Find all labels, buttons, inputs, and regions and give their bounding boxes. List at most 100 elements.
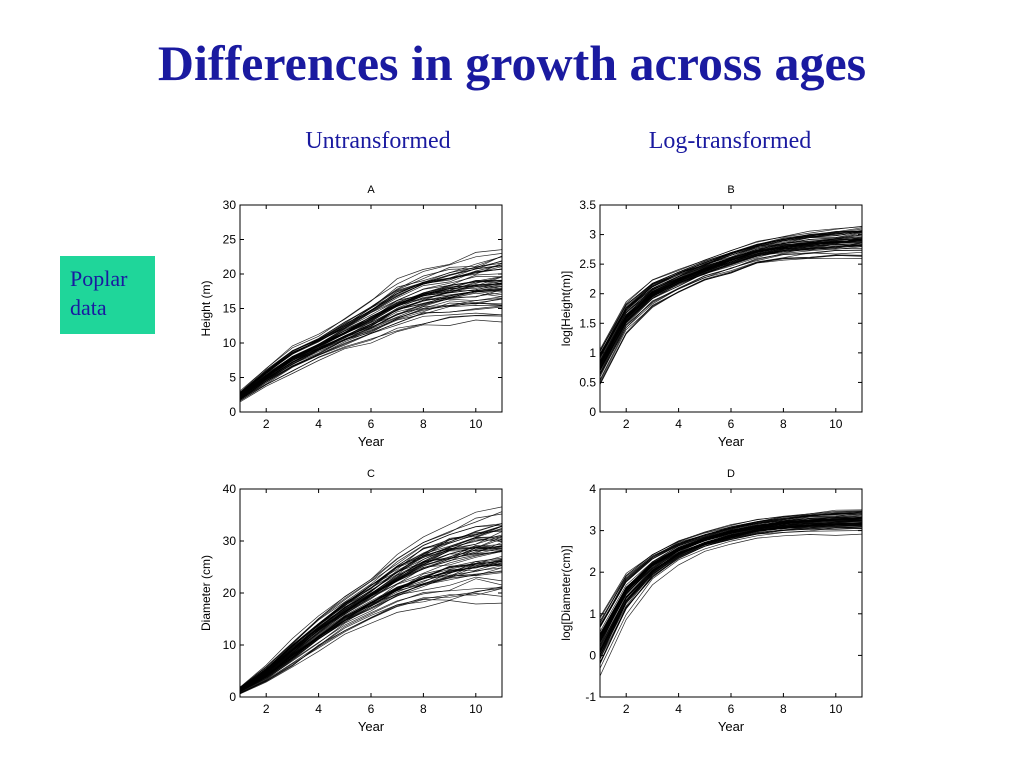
- series-line: [240, 529, 502, 689]
- x-tick-label: 4: [315, 702, 322, 716]
- x-tick-label: 8: [420, 702, 427, 716]
- series-line: [240, 290, 502, 397]
- y-tick-label: 0: [229, 405, 236, 419]
- y-axis-label: Diameter (cm): [199, 555, 213, 631]
- series-line: [240, 546, 502, 691]
- y-tick-label: 20: [223, 267, 237, 281]
- series-line: [600, 516, 862, 638]
- y-tick-label: 25: [223, 233, 237, 247]
- panel-C: 2 4 6 8 10 0 10 20 30 40 C Year Diameter (cm): [199, 468, 503, 734]
- log-transformed-heading: Log-transformed: [648, 128, 812, 154]
- y-tick-label: 4: [589, 482, 596, 496]
- y-tick-label: 1: [589, 607, 596, 621]
- y-axis-label: log[Diameter(cm)]: [559, 545, 573, 640]
- series-line: [240, 297, 502, 399]
- panel-title: D: [727, 468, 735, 480]
- y-tick-label: 0: [229, 690, 236, 704]
- series-line: [240, 255, 502, 393]
- series-line: [600, 226, 862, 351]
- panel-title: A: [367, 184, 375, 196]
- series-line: [240, 600, 502, 695]
- x-tick-label: 2: [623, 702, 630, 716]
- series-line: [240, 587, 502, 694]
- series-line: [240, 315, 502, 402]
- series-line: [600, 527, 862, 664]
- series-line: [240, 264, 502, 395]
- series-line: [600, 231, 862, 356]
- x-tick-label: 8: [420, 417, 427, 431]
- y-tick-label: 2.5: [579, 257, 596, 271]
- note-line-2: data: [70, 295, 107, 320]
- series-line: [240, 280, 502, 397]
- series-line: [240, 511, 502, 688]
- series-line: [600, 244, 862, 375]
- series-line: [240, 296, 502, 398]
- y-tick-label: 0: [589, 405, 596, 419]
- y-tick-label: 1.5: [579, 316, 596, 330]
- series-line: [240, 547, 502, 690]
- x-tick-label: 2: [263, 417, 270, 431]
- x-axis-label: Year: [718, 434, 745, 449]
- series-line: [600, 246, 862, 371]
- series-line: [600, 238, 862, 363]
- series-line: [600, 258, 862, 385]
- slide-title: Differences in growth across ages: [157, 35, 867, 91]
- series-line: [240, 249, 502, 392]
- x-tick-label: 10: [469, 417, 483, 431]
- series-line: [600, 234, 862, 362]
- series-line: [600, 526, 862, 663]
- panel-B: 2 4 6 8 10 0 0.5 1 1.5 2 2.5 3 3.5 B Year log[Height(m)…: [559, 184, 863, 449]
- series-line: [600, 509, 862, 618]
- y-tick-label: 20: [223, 586, 237, 600]
- y-tick-label: 10: [223, 638, 237, 652]
- series-group: [600, 509, 862, 677]
- series-line: [240, 588, 502, 695]
- x-axis-label: Year: [358, 434, 385, 449]
- x-tick-label: 6: [728, 702, 735, 716]
- series-line: [240, 586, 502, 694]
- y-tick-label: 40: [223, 482, 237, 496]
- series-line: [600, 518, 862, 637]
- y-tick-label: 3: [589, 524, 596, 538]
- series-line: [240, 273, 502, 396]
- series-line: [240, 298, 502, 399]
- series-line: [600, 242, 862, 366]
- series-line: [600, 232, 862, 360]
- series-line: [600, 255, 862, 385]
- series-line: [240, 283, 502, 398]
- series-line: [240, 593, 502, 694]
- y-tick-label: 2: [589, 287, 596, 301]
- note-line-1: Poplar: [70, 266, 128, 291]
- x-tick-label: 4: [675, 702, 682, 716]
- series-line: [600, 238, 862, 364]
- x-tick-label: 10: [829, 702, 843, 716]
- series-line: [600, 255, 862, 382]
- y-tick-label: 10: [223, 336, 237, 350]
- series-line: [240, 588, 502, 694]
- untransformed-heading: Untransformed: [305, 128, 451, 154]
- x-tick-label: 2: [263, 702, 270, 716]
- x-tick-label: 6: [368, 417, 375, 431]
- series-line: [600, 510, 862, 619]
- x-tick-label: 4: [675, 417, 682, 431]
- x-tick-label: 4: [315, 417, 322, 431]
- series-line: [240, 562, 502, 692]
- series-line: [240, 291, 502, 398]
- series-group: [240, 249, 502, 403]
- series-line: [240, 576, 502, 693]
- series-line: [600, 254, 862, 383]
- panel-title: B: [727, 184, 734, 196]
- x-tick-label: 6: [368, 702, 375, 716]
- y-axis-label: Height (m): [199, 280, 213, 336]
- series-line: [600, 527, 862, 663]
- series-line: [600, 527, 862, 665]
- series-line: [600, 522, 862, 656]
- y-tick-label: -1: [585, 690, 596, 704]
- series-line: [240, 557, 502, 692]
- x-tick-label: 8: [780, 702, 787, 716]
- series-line: [240, 560, 502, 692]
- y-tick-label: 30: [223, 198, 237, 212]
- series-line: [240, 253, 502, 393]
- series-line: [600, 515, 862, 636]
